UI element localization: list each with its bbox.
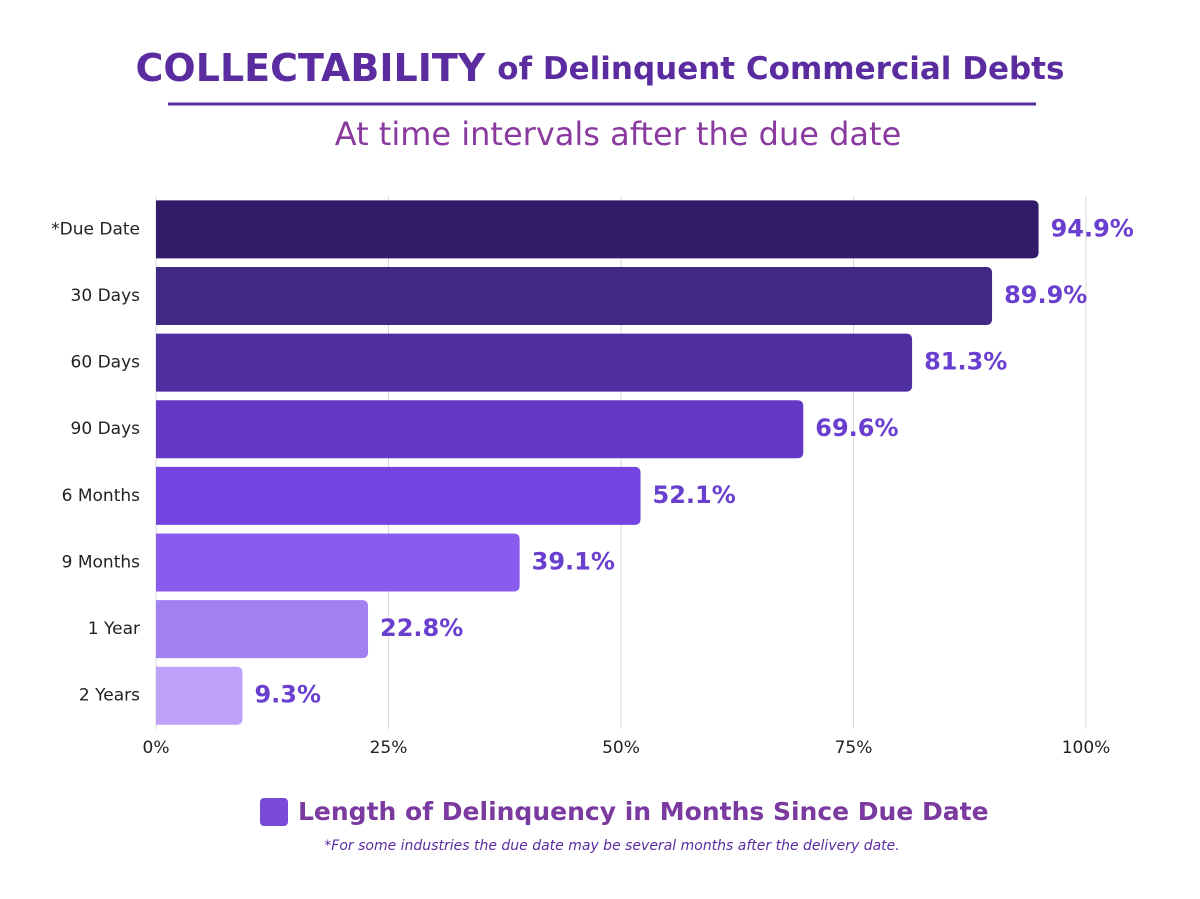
y-tick-label: 9 Months bbox=[62, 552, 141, 572]
bar bbox=[156, 266, 993, 325]
bar bbox=[156, 333, 913, 392]
value-label: 94.9% bbox=[1051, 214, 1134, 242]
x-tick-label: 50% bbox=[602, 738, 640, 758]
bar bbox=[156, 666, 243, 725]
y-tick-label: 1 Year bbox=[88, 619, 140, 639]
value-label: 69.6% bbox=[815, 414, 898, 442]
title-main: COLLECTABILITY bbox=[136, 46, 486, 90]
legend-label: Length of Delinquency in Months Since Du… bbox=[298, 797, 989, 826]
subtitle: At time intervals after the due date bbox=[335, 115, 902, 153]
x-tick-label: 75% bbox=[835, 738, 873, 758]
legend-swatch bbox=[260, 798, 288, 826]
bar bbox=[156, 400, 804, 459]
title-rest: of Delinquent Commercial Debts bbox=[497, 51, 1064, 87]
value-label: 81.3% bbox=[924, 348, 1007, 376]
y-tick-label: 30 Days bbox=[71, 286, 141, 306]
y-tick-label: *Due Date bbox=[51, 219, 140, 239]
bar bbox=[156, 200, 1039, 259]
y-tick-label: 6 Months bbox=[62, 486, 141, 506]
y-tick-label: 2 Years bbox=[79, 686, 140, 706]
bar bbox=[156, 533, 520, 592]
chart-title: COLLECTABILITY of Delinquent Commercial D… bbox=[136, 46, 1065, 90]
footnote: *For some industries the due date may be… bbox=[324, 838, 899, 854]
bar bbox=[156, 466, 641, 525]
value-label: 52.1% bbox=[653, 481, 736, 509]
value-label: 22.8% bbox=[380, 614, 463, 642]
x-tick-label: 100% bbox=[1062, 738, 1111, 758]
value-label: 39.1% bbox=[532, 547, 615, 575]
value-label: 89.9% bbox=[1004, 281, 1087, 309]
x-tick-label: 25% bbox=[370, 738, 408, 758]
value-label: 9.3% bbox=[254, 681, 321, 709]
x-tick-label: 0% bbox=[143, 738, 170, 758]
bar bbox=[156, 600, 369, 659]
y-tick-label: 90 Days bbox=[71, 419, 141, 439]
y-tick-label: 60 Days bbox=[71, 353, 141, 373]
